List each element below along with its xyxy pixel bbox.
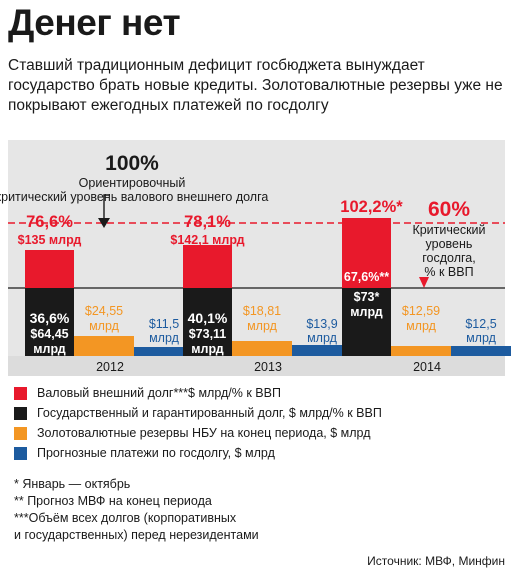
threshold-100-label-line1: Ориентировочный — [79, 176, 186, 190]
state-debt-value-label: млрд — [33, 342, 66, 356]
legend-label: Государственный и гарантированный долг, … — [37, 406, 382, 420]
footnote: ** Прогноз МВФ на конец периода — [14, 494, 212, 508]
threshold-60-label-line4: % к ВВП — [424, 265, 473, 279]
state-debt-value-label: млрд — [191, 342, 224, 356]
page-subtitle: Ставший традиционным дефицит госбюджета … — [8, 57, 503, 114]
axis-strip — [8, 356, 505, 376]
footnotes: * Январь — октябрь ** Прогноз МВФ на кон… — [14, 476, 259, 544]
category-label: 2012 — [96, 360, 124, 374]
payments-value-label: $13,9 — [306, 317, 337, 331]
threshold-100-arrowhead — [98, 218, 110, 228]
threshold-60-value: 60% — [428, 198, 470, 221]
state-debt-value-label: $64,45 — [30, 327, 68, 341]
payments-value-label: $12,5 — [465, 317, 496, 331]
legend-item: Государственный и гарантированный долг, … — [10, 403, 505, 423]
external-debt-pct-label: 76,6% — [26, 213, 73, 231]
threshold-100-label-line2: критический уровень валового внешнего до… — [0, 190, 268, 204]
threshold-60-arrowhead — [419, 277, 429, 288]
external-debt-value-label: $135 млрд — [18, 233, 82, 247]
page-title: Денег нет — [8, 2, 181, 43]
external-debt-pct-label: 78,1% — [184, 213, 231, 231]
state-debt-value-label: $73,11 — [189, 327, 227, 341]
bar-reserves — [391, 346, 451, 356]
legend-label: Валовый внешний долг***$ млрд/% к ВВП — [37, 386, 281, 400]
bar-state-debt — [183, 288, 232, 356]
external-debt-value-label: $142,1 млрд — [170, 233, 244, 247]
payments-value-label: млрд — [466, 331, 497, 345]
category-label: 2014 — [413, 360, 441, 374]
reserves-value-label: $24,55 — [85, 304, 123, 318]
legend-label: Прогнозные платежи по госдолгу, $ млрд — [37, 446, 275, 460]
state-debt-value-label: млрд — [350, 305, 383, 319]
bar-state-debt — [25, 288, 74, 356]
category-label: 2013 — [254, 360, 282, 374]
footnote: * Январь — октябрь — [14, 477, 131, 491]
bar-external-debt — [25, 250, 74, 288]
reserves-value-label: $12,59 — [402, 304, 440, 318]
payments-value-label: млрд — [149, 331, 180, 345]
reserves-value-label: млрд — [406, 319, 437, 333]
bar-reserves — [232, 341, 292, 356]
state-debt-pct-label: 67,6%** — [344, 270, 389, 284]
legend-item: Прогнозные платежи по госдолгу, $ млрд — [10, 443, 505, 463]
reserves-value-label: млрд — [89, 319, 120, 333]
threshold-60-label-line3: госдолга, — [422, 251, 475, 265]
state-debt-pct-label: 40,1% — [188, 310, 228, 326]
legend-swatch — [14, 447, 27, 460]
legend-swatch — [14, 427, 27, 440]
legend-swatch — [14, 387, 27, 400]
bar-state-debt — [342, 288, 391, 356]
external-debt-pct-label: 102,2%* — [340, 198, 403, 216]
state-debt-value-label: $73* — [354, 290, 380, 304]
footnote: ***Объём всех долгов (корпоративных — [14, 511, 237, 525]
bar-payments — [134, 347, 194, 356]
bar-payments — [292, 345, 352, 356]
bar-external-debt — [342, 218, 391, 288]
bar-reserves — [74, 336, 134, 356]
footnote: и государственных) перед нерезидентами — [14, 528, 259, 542]
legend-item: Валовый внешний долг***$ млрд/% к ВВП — [10, 383, 505, 403]
source-note: Источник: МВФ, Минфин — [367, 554, 505, 568]
reserves-value-label: $18,81 — [243, 304, 281, 318]
bar-payments — [451, 346, 511, 356]
threshold-60-label-line2: уровень — [426, 237, 473, 251]
chart: 100% Ориентировочный критический уровень… — [0, 140, 511, 376]
legend-item: Золотовалютные резервы НБУ на конец пери… — [10, 423, 505, 443]
payments-value-label: $11,5 — [149, 317, 179, 331]
threshold-100-value: 100% — [105, 152, 159, 175]
legend-label: Золотовалютные резервы НБУ на конец пери… — [37, 426, 371, 440]
state-debt-pct-label: 36,6% — [30, 310, 70, 326]
threshold-60-label-line1: Критический — [412, 223, 485, 237]
bar-external-debt — [183, 245, 232, 288]
reserves-value-label: млрд — [247, 319, 278, 333]
legend-swatch — [14, 407, 27, 420]
legend: Валовый внешний долг***$ млрд/% к ВВП Гос… — [10, 383, 505, 463]
payments-value-label: млрд — [307, 331, 338, 345]
threshold-100-pointer — [103, 194, 110, 224]
